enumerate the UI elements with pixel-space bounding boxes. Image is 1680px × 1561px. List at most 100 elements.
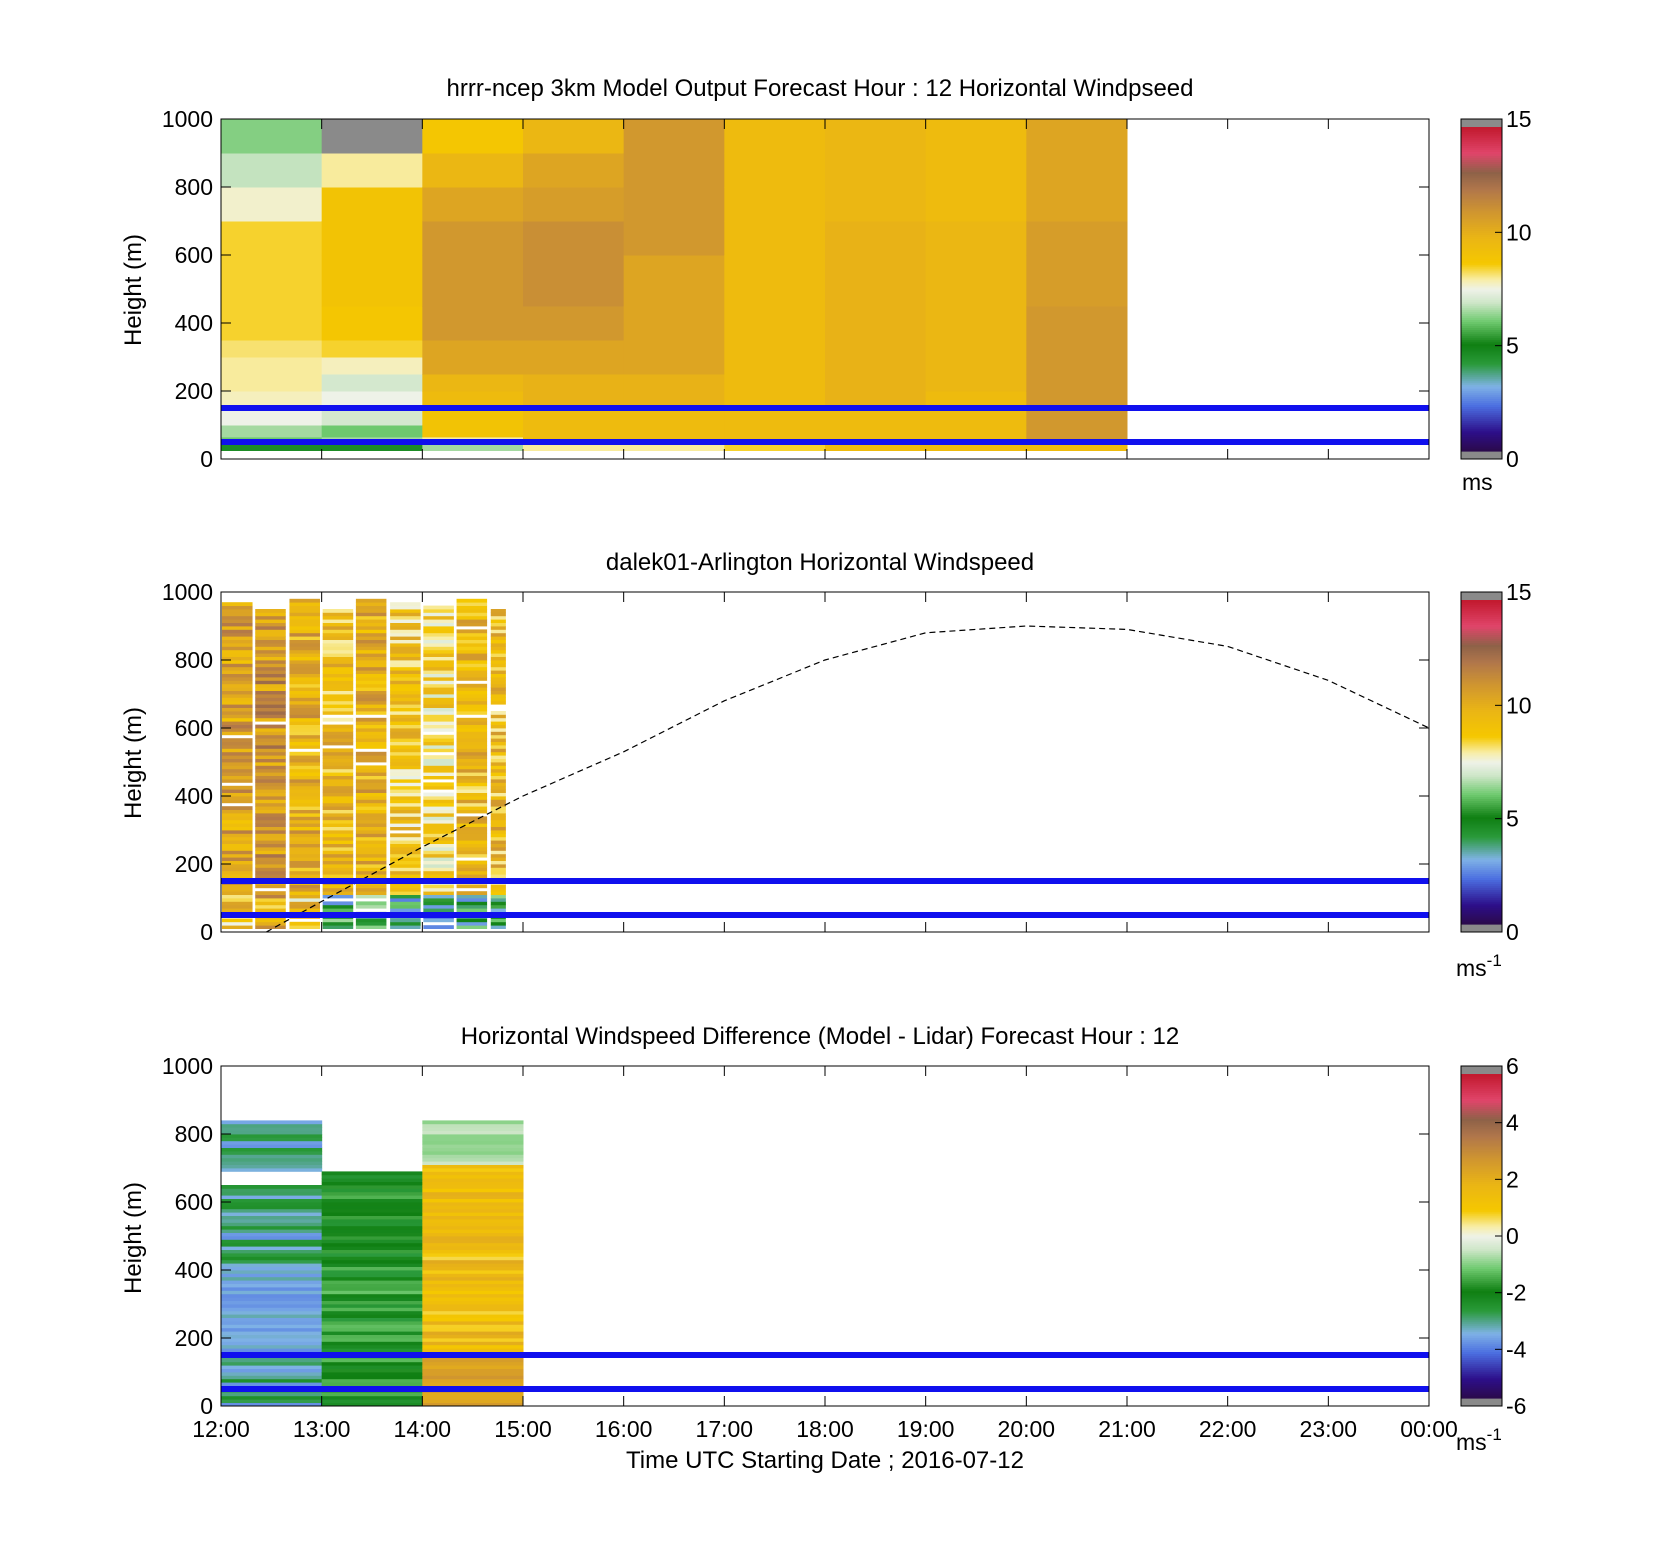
colorbar-swatch [1461,1341,1502,1344]
diff-cell [221,1324,323,1329]
lidar-cell [423,643,454,647]
lidar-cell [289,775,320,780]
lidar-cell [322,921,354,926]
lidar-cell [423,663,454,668]
lidar-cell [423,853,454,858]
colorbar-swatch [1461,717,1502,721]
model-cell [925,408,1027,426]
diff-cell [422,1137,524,1142]
colorbar-swatch [1461,135,1502,138]
lidar-cell [490,721,506,725]
colorbar-swatch [1461,917,1502,921]
lidar-cell [456,717,488,722]
lidar-cell [289,741,320,746]
lidar-cell [222,656,253,661]
diff-cell [422,1232,524,1237]
colorbar-swatch [1461,1272,1502,1276]
colorbar-swatch [1461,406,1502,410]
colorbar-swatch [1461,179,1502,183]
colorbar-swatch [1461,1108,1502,1112]
diff-cell [422,1358,524,1363]
diff-cell [422,1205,524,1210]
diff-cell [321,1229,423,1233]
lidar-cell [423,745,454,749]
lidar-cell [490,673,506,678]
lidar-cell [322,813,354,817]
diff-cell [422,1242,524,1247]
lidar-cell [390,721,421,725]
colorbar-swatch [1461,400,1502,403]
colorbar-swatch [1461,1319,1502,1322]
colorbar-swatch [1461,201,1502,205]
lidar-cell [490,734,506,739]
lidar-cell [255,646,286,651]
diff-cell [321,1382,423,1386]
lidar-cell [490,666,506,671]
lidar-cell [322,860,354,865]
lidar-cell [322,711,354,715]
lidar-cell [390,782,421,787]
diff-cell [422,1171,524,1176]
colorbar-swatch [1461,321,1502,325]
lidar-cell [322,840,354,844]
colorbar-swatch [1461,1116,1502,1120]
y-tick-label: 1000 [162,579,213,605]
colorbar-swatch [1461,1244,1502,1247]
lidar-cell [322,646,354,651]
lidar-cell [423,724,454,729]
lidar-cell [390,864,421,868]
lidar-cell [255,891,286,895]
lidar-cell [222,629,253,634]
lidar-cell [222,843,253,848]
colorbar-swatch [1461,1242,1502,1245]
lidar-cell [390,768,421,773]
lidar-cell [289,656,320,661]
diff-cell [422,1181,524,1186]
diff-cell [221,1225,323,1230]
diff-cell [221,1232,323,1237]
diff-cell [221,1191,323,1196]
lidar-cell [289,860,320,865]
lidar-cell [289,711,320,715]
diff-cell [221,1317,323,1322]
diff-cell [221,1283,323,1288]
colorbar-swatch [1461,157,1502,160]
lidar-cell [289,891,320,895]
colorbar-swatch [1461,145,1502,148]
lidar-cell [390,646,421,651]
colorbar-swatch [1461,420,1502,424]
colorbar-swatch [1461,1323,1502,1326]
y-tick-label: 600 [175,715,213,741]
lidar-cell [390,670,421,674]
colorbar-swatch [1461,745,1502,749]
model-cell [422,391,524,409]
lidar-cell [355,602,387,606]
colorbar-swatch [1461,1284,1502,1288]
lidar-cell [355,833,387,838]
model-cell [623,255,725,307]
lidar-cell [456,840,488,844]
lidar-cell [355,636,387,640]
lidar-cell [456,785,488,790]
colorbar-swatch [1461,1159,1502,1162]
colorbar-swatch [1461,131,1502,134]
colorbar-swatch [1461,414,1502,418]
colorbar-swatch [1461,297,1502,300]
model-cell [623,425,725,438]
model-cell [724,187,826,222]
colorbar-swatch [1461,772,1502,775]
model-cell [422,153,524,188]
lidar-cell [222,823,253,827]
colorbar-swatch [1461,404,1502,408]
lidar-cell [255,904,286,909]
lidar-cell [289,830,320,834]
model-cell [825,119,927,154]
model-cell [1026,306,1128,341]
lidar-cell [322,622,354,627]
model-cell [422,306,524,341]
diff-cell [321,1225,423,1230]
lidar-cell [222,864,253,868]
model-cell [724,357,826,375]
colorbar-swatch [1461,1240,1502,1243]
model-cell [1026,391,1128,409]
